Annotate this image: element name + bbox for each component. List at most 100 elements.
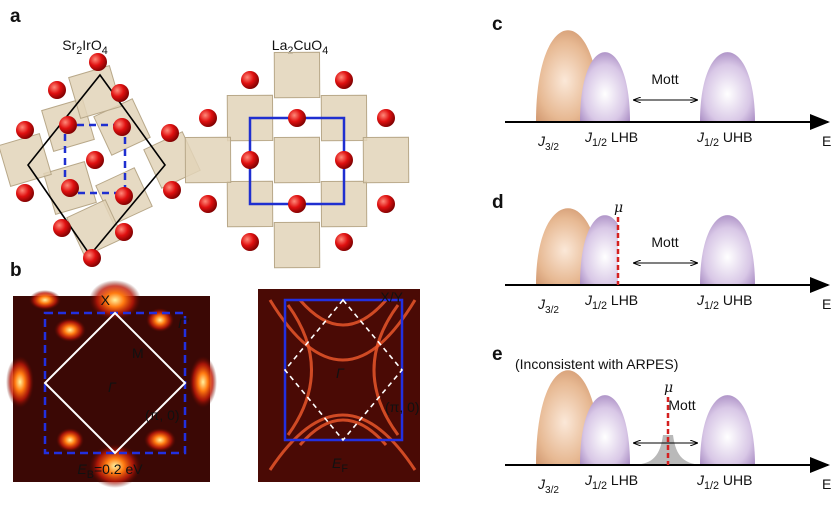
label: J1/2 LHB	[584, 472, 638, 492]
atom	[377, 109, 395, 127]
text-part: La	[272, 37, 288, 53]
atom	[377, 195, 395, 213]
panel-label: e	[492, 344, 503, 365]
atom	[241, 151, 259, 169]
text-part: E	[332, 455, 342, 471]
octahedron	[273, 136, 321, 184]
octahedron	[273, 51, 321, 99]
text-part: 1/2	[592, 137, 607, 149]
text-part: 1/2	[592, 300, 607, 312]
label: J1/2 LHB	[584, 292, 638, 312]
text-part: 3/2	[545, 305, 559, 316]
label: J1/2 UHB	[696, 129, 752, 149]
text-part: 4	[322, 45, 328, 57]
atom	[288, 195, 306, 213]
text-part: Sr	[62, 37, 76, 53]
fermi-contour	[268, 413, 417, 471]
text-part: B	[87, 469, 94, 481]
atom	[241, 233, 259, 251]
intensity-spot	[56, 428, 84, 452]
label: E	[822, 476, 831, 492]
text-part: J	[696, 472, 705, 488]
text-part: J	[537, 296, 546, 312]
fermi-contour	[268, 299, 417, 362]
fermi-contour	[298, 418, 388, 446]
label: μ	[664, 380, 673, 396]
panel-label: b	[10, 260, 22, 281]
intensity-spot	[89, 444, 141, 488]
text-part: UHB	[719, 129, 752, 145]
label: EF	[332, 455, 348, 475]
band-lhb	[580, 395, 630, 465]
atom	[16, 121, 34, 139]
octahedron	[0, 133, 52, 187]
label: X/Y	[380, 289, 403, 305]
atom	[115, 223, 133, 241]
atom	[89, 53, 107, 71]
atom	[48, 81, 66, 99]
fermi-contour	[298, 299, 388, 327]
atom	[113, 118, 131, 136]
label: La2CuO4	[272, 37, 328, 57]
atom	[288, 109, 306, 127]
text-part: J	[584, 292, 593, 308]
text-part: 1/2	[592, 480, 607, 492]
atom	[163, 181, 181, 199]
text-part: IrO	[82, 37, 102, 53]
text-part: =0.2 eV	[94, 461, 143, 477]
octahedron	[362, 136, 410, 184]
text-part: J	[696, 129, 705, 145]
atom	[59, 116, 77, 134]
panel-label: a	[10, 6, 21, 27]
atom	[61, 179, 79, 197]
text-part: 1/2	[704, 300, 719, 312]
atom	[335, 233, 353, 251]
text-part: 1/2	[704, 137, 719, 149]
text-part: 2	[287, 45, 293, 57]
text-part: F	[341, 463, 348, 475]
text-part: LHB	[607, 129, 638, 145]
label: EB=0.2 eV	[77, 461, 143, 481]
octahedron	[184, 136, 232, 184]
label: (π, 0)	[145, 407, 180, 423]
atom	[199, 195, 217, 213]
atom	[16, 184, 34, 202]
bz-diamond	[43, 311, 187, 455]
atom	[115, 187, 133, 205]
atom	[53, 219, 71, 237]
octahedron	[273, 221, 321, 269]
panel-label: c	[492, 14, 503, 35]
text-part: LHB	[607, 472, 638, 488]
text-part: J	[584, 472, 593, 488]
label: Mott	[651, 234, 678, 250]
text-part: 1/2	[704, 480, 719, 492]
atom	[161, 124, 179, 142]
label: E	[822, 133, 831, 149]
octahedron	[68, 65, 122, 119]
label: J1/2 UHB	[696, 292, 752, 312]
label: J1/2 LHB	[584, 129, 638, 149]
dashed-square	[63, 123, 127, 195]
atom	[335, 71, 353, 89]
text-part: UHB	[719, 292, 752, 308]
label: Γ'	[178, 315, 190, 331]
label: Mott	[651, 71, 678, 87]
band-lhb	[580, 52, 630, 122]
text-part: J	[584, 129, 593, 145]
fermi-contour	[286, 304, 313, 436]
atom	[335, 151, 353, 169]
caption: (Inconsistent with ARPES)	[515, 356, 678, 372]
atom	[83, 249, 101, 267]
band-uhb	[700, 395, 755, 465]
text-part: LHB	[607, 292, 638, 308]
intensity-spot	[29, 290, 61, 310]
bz-diamond	[283, 298, 404, 442]
atom	[86, 151, 104, 169]
intensity-spot	[144, 428, 176, 452]
band-uhb	[700, 215, 755, 285]
atom	[111, 84, 129, 102]
label: Γ	[336, 365, 345, 381]
fermi-contour	[372, 304, 400, 436]
